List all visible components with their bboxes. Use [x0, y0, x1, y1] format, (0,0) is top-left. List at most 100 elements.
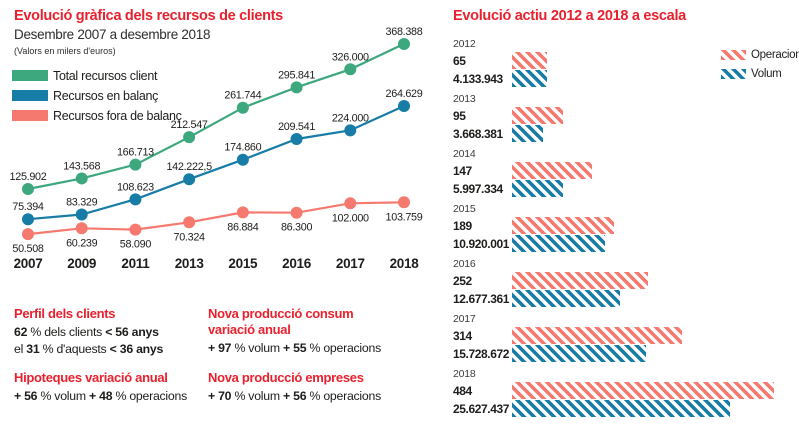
facts-section: Perfil dels clients 62 % dels clients < 5… — [0, 306, 447, 428]
fact-text-segment: + 55 — [283, 341, 307, 355]
volume-row: 12.677.361 — [453, 290, 799, 308]
bar-year-label: 2013 — [453, 93, 476, 105]
data-point — [398, 100, 410, 113]
data-point — [22, 213, 34, 226]
data-point-label: 326.000 — [332, 51, 369, 63]
data-point-label: 212.547 — [171, 119, 208, 131]
volume-row: 15.728.672 — [453, 345, 799, 363]
operations-row: 65 — [453, 51, 799, 70]
bar-legend-item: Operacions — [721, 49, 799, 61]
data-point — [183, 131, 196, 144]
bar-chart-groups: 2012 65 4.133.943 2013 95 3.668.381 2014 147 5.9… — [453, 38, 799, 423]
operations-value: 65 — [453, 53, 466, 68]
data-point — [75, 172, 88, 185]
legend-hatch-chip — [721, 50, 746, 60]
x-axis-year-label: 2009 — [67, 256, 96, 271]
fact-line: + 97 % volum + 55 % operacions — [208, 340, 403, 357]
fact-text-segment: el — [14, 341, 27, 356]
fact-heading: Hipoteques variació anual — [14, 370, 168, 385]
bar-group-2015: 2015 189 10.920.001 — [453, 203, 799, 253]
volume-value: 12.677.361 — [453, 292, 510, 306]
line-chart-plot: 125.902 143.568 166.713 212.547 261.744 295.8… — [10, 26, 424, 271]
volume-value: 25.627.437 — [453, 402, 510, 416]
data-point — [344, 197, 357, 210]
volume-row: 25.627.437 — [453, 400, 799, 418]
legend-color-chip — [12, 70, 48, 81]
legend-color-chip — [12, 110, 48, 121]
fact-block: Nova producció empreses + 70 % volum + 56… — [208, 370, 403, 405]
facts-column-right: Nova producció consum variació anual + 97… — [208, 306, 403, 417]
fact-text-segment: % volum — [231, 341, 284, 355]
data-point — [236, 101, 249, 114]
data-point — [290, 132, 303, 145]
line-legend-item: Recursos fora de balanç — [12, 108, 182, 123]
fact-block: Perfil dels clients 62 % dels clients < 5… — [14, 306, 209, 357]
fact-text-segment: % operacions — [112, 389, 187, 403]
data-point-label: 295.841 — [278, 69, 315, 81]
data-point-label: 125.902 — [10, 171, 47, 183]
x-axis-year-label: 2007 — [14, 256, 43, 271]
operations-row: 252 — [453, 271, 799, 290]
fact-text-segment: < 36 anys — [109, 341, 164, 356]
legend-label: Volum — [751, 68, 782, 80]
series-line-1 — [27, 104, 405, 221]
volume-bar — [512, 235, 605, 252]
data-point-label: 70.324 — [174, 231, 206, 243]
data-point-label: 58.090 — [120, 239, 152, 251]
legend-label: Recursos fora de balanç — [53, 108, 182, 123]
fact-text-segment: + 70 — [208, 388, 232, 403]
data-point-label: 166.713 — [117, 147, 154, 159]
fact-block: Nova producció consum variació anual + 97… — [208, 306, 403, 357]
data-point-label: 75.394 — [12, 201, 44, 213]
bar-chart-legend: Operacions Volum — [721, 49, 799, 80]
line-chart-title: Evolució gràfica dels recursos de client… — [14, 8, 283, 24]
bar-group-2014: 2014 147 5.997.334 — [453, 148, 799, 198]
data-point — [236, 153, 249, 166]
volume-bar — [512, 70, 548, 87]
line-chart-legend: Total recursos client Recursos en balanç R… — [12, 69, 182, 123]
data-point-label: 108.623 — [117, 181, 154, 193]
fact-text-segment: 62 — [14, 325, 28, 339]
data-point-label: 143.568 — [63, 160, 100, 172]
x-axis-year-label: 2016 — [282, 256, 312, 271]
fact-heading: Nova producció consum variació anual — [208, 306, 354, 337]
volume-row: 10.920.001 — [453, 235, 799, 253]
operations-value: 252 — [453, 273, 472, 288]
operations-row: 95 — [453, 106, 799, 125]
volume-bar — [512, 345, 646, 362]
x-axis-year-label: 2013 — [175, 256, 205, 271]
operations-bar — [512, 161, 592, 179]
fact-heading: Nova producció empreses — [208, 369, 364, 385]
data-point — [22, 183, 34, 196]
bar-year-label: 2014 — [453, 148, 476, 160]
data-point-label: 261.744 — [224, 90, 261, 102]
data-point-label: 368.388 — [386, 26, 423, 38]
x-axis-year-label: 2015 — [228, 256, 258, 271]
data-point-label: 174.860 — [224, 142, 261, 154]
legend-color-chip — [12, 90, 48, 101]
fact-text-segment: % volum — [37, 389, 90, 403]
series-line-0 — [27, 42, 405, 191]
operations-value: 147 — [453, 163, 472, 178]
legend-hatch-chip — [721, 69, 746, 79]
line-chart-units-note: (Valors en milers d'euros) — [14, 46, 116, 56]
line-legend-item: Total recursos client — [12, 69, 182, 83]
fact-text-segment: + 48 — [89, 389, 113, 403]
operations-row: 189 — [453, 216, 799, 235]
data-point — [344, 124, 357, 137]
operations-row: 484 — [453, 381, 799, 400]
data-point — [75, 222, 88, 235]
data-point-label: 103.759 — [386, 211, 423, 223]
fact-text-segment: % dels clients — [27, 325, 106, 339]
data-point — [75, 208, 88, 221]
legend-label: Operacions — [751, 49, 799, 61]
data-point-label: 264.629 — [386, 88, 423, 100]
line-legend-item: Recursos en balanç — [12, 88, 182, 103]
data-point — [129, 158, 142, 171]
legend-label: Recursos en balanç — [53, 88, 159, 103]
data-point-label: 224.000 — [332, 112, 369, 124]
operations-bar — [512, 106, 564, 124]
volume-row: 5.997.334 — [453, 180, 799, 198]
bar-group-2012: 2012 65 4.133.943 — [453, 38, 799, 88]
data-point-label: 86.884 — [227, 221, 259, 233]
